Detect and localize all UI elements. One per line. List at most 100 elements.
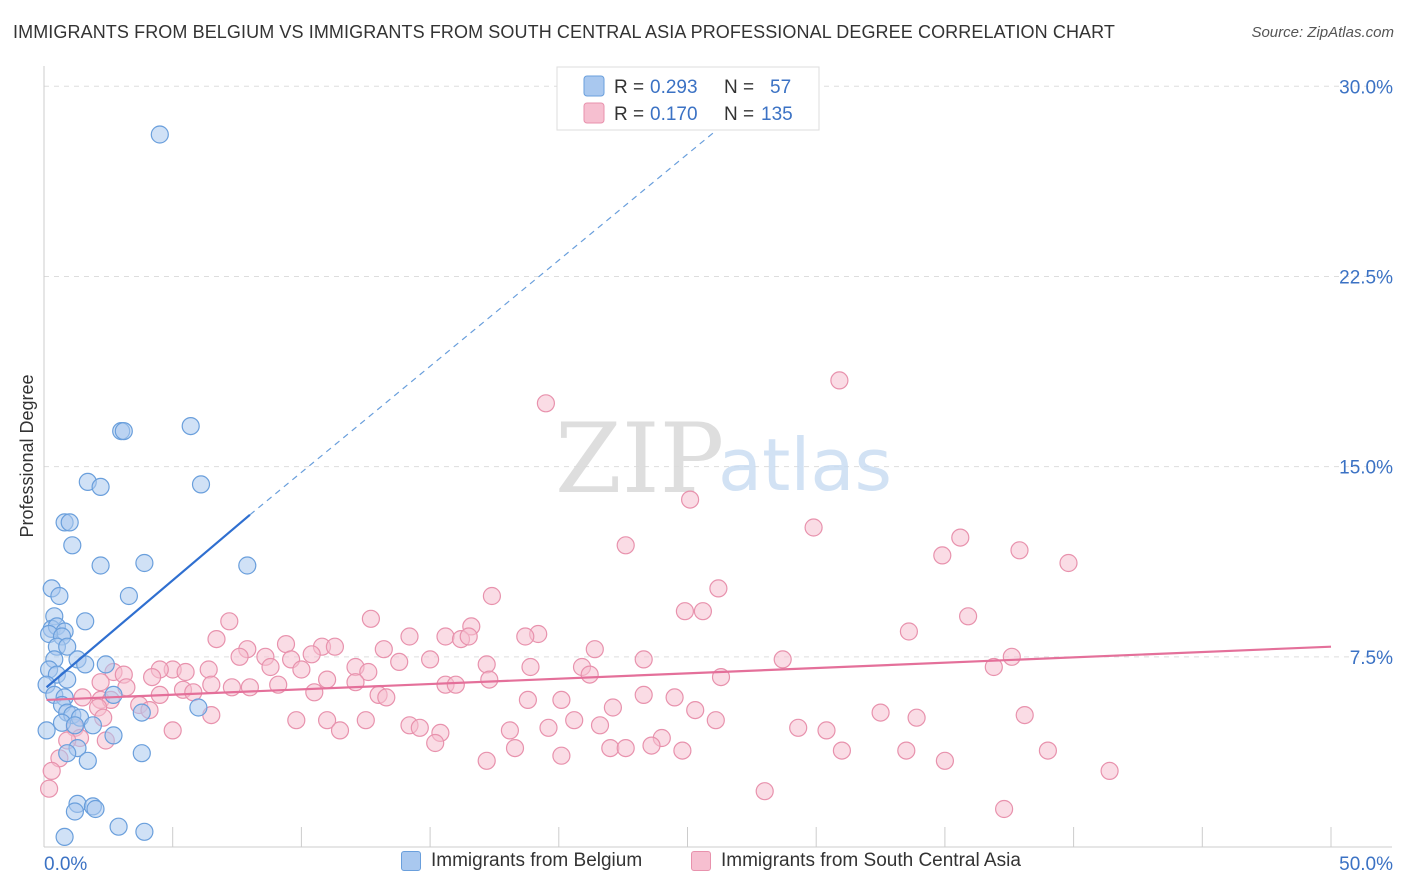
point-belgium-8: [60, 513, 79, 532]
point-belgium-6: [91, 477, 110, 496]
point-south-central-asia-31: [302, 645, 321, 664]
point-south-central-asia-19: [516, 627, 535, 646]
point-south-central-asia-81: [665, 688, 684, 707]
point-south-central-asia-100: [817, 721, 836, 740]
point-south-central-asia-11: [675, 602, 695, 621]
point-south-central-asia-118: [552, 746, 571, 765]
point-south-central-asia-91: [356, 711, 375, 730]
point-south-central-asia-8: [616, 536, 635, 555]
point-belgium-0: [150, 125, 169, 144]
point-belgium-28: [96, 655, 115, 674]
point-south-central-asia-36: [421, 650, 440, 669]
point-south-central-asia-29: [585, 640, 604, 659]
point-south-central-asia-73: [377, 688, 396, 707]
point-south-central-asia-1: [536, 394, 556, 413]
point-belgium-12: [238, 556, 257, 575]
point-south-central-asia-3: [804, 518, 823, 537]
point-belgium-57: [55, 827, 74, 847]
point-south-central-asia-92: [565, 711, 584, 730]
tick-labels: 7.5% 15.0% 22.5% 30.0% 0.0% 50.0%: [44, 77, 1393, 875]
legend-label-belgium: Immigrants from Belgium: [431, 850, 643, 871]
legend-n-value-1: 57: [770, 77, 791, 98]
point-south-central-asia-27: [325, 637, 344, 656]
legend-bottom: Immigrants from Belgium Immigrants from …: [0, 850, 1406, 880]
point-south-central-asia-115: [897, 741, 916, 760]
point-belgium-11: [135, 553, 154, 573]
point-south-central-asia-120: [477, 751, 496, 770]
point-south-central-asia-10: [482, 586, 501, 606]
point-belgium-49: [58, 744, 77, 763]
point-south-central-asia-44: [261, 657, 280, 677]
point-south-central-asia-9: [709, 579, 728, 598]
point-south-central-asia-65: [269, 675, 288, 694]
point-south-central-asia-49: [176, 662, 195, 682]
point-south-central-asia-45: [292, 660, 311, 679]
point-south-central-asia-56: [580, 665, 599, 684]
point-south-central-asia-114: [832, 741, 852, 760]
legend-r-label-1: R =: [614, 77, 644, 98]
point-south-central-asia-101: [163, 721, 182, 740]
trend-line-belgium: [45, 513, 251, 689]
trend-lines: [45, 111, 1332, 702]
y-tick-label-1: 15.0%: [1339, 458, 1393, 479]
point-south-central-asia-2: [680, 490, 700, 509]
point-south-central-asia-57: [318, 670, 337, 689]
point-belgium-44: [83, 716, 103, 735]
point-south-central-asia-22: [436, 627, 455, 646]
point-belgium-15: [119, 586, 138, 606]
point-south-central-asia-32: [230, 647, 249, 666]
point-south-central-asia-66: [91, 673, 110, 692]
x-tick-label-1: 50.0%: [1339, 854, 1393, 875]
point-belgium-24: [58, 637, 77, 656]
point-south-central-asia-96: [410, 718, 429, 737]
point-south-central-asia-40: [521, 657, 540, 677]
point-south-central-asia-79: [552, 690, 571, 710]
y-axis-label: Professional Degree: [17, 374, 37, 537]
point-south-central-asia-61: [480, 670, 499, 689]
point-south-central-asia-12: [693, 602, 713, 621]
point-south-central-asia-123: [1100, 761, 1119, 781]
point-south-central-asia-82: [603, 698, 623, 717]
point-south-central-asia-39: [477, 655, 496, 674]
point-south-central-asia-119: [935, 751, 955, 770]
point-south-central-asia-122: [42, 761, 61, 781]
point-south-central-asia-21: [400, 627, 419, 646]
point-south-central-asia-78: [518, 690, 538, 710]
point-south-central-asia-94: [706, 711, 725, 730]
chart-title: IMMIGRANTS FROM BELGIUM VS IMMIGRANTS FR…: [13, 22, 1116, 42]
point-south-central-asia-110: [642, 736, 661, 755]
legend-label-south-central-asia: Immigrants from South Central Asia: [721, 850, 1021, 871]
watermark-atlas: atlas: [718, 423, 892, 507]
point-south-central-asia-80: [634, 685, 653, 705]
point-south-central-asia-6: [933, 546, 952, 565]
point-south-central-asia-42: [634, 650, 653, 669]
point-south-central-asia-124: [755, 782, 774, 801]
point-belgium-50: [78, 751, 97, 770]
point-south-central-asia-116: [1038, 741, 1058, 760]
point-south-central-asia-93: [590, 716, 610, 735]
trend-line-south-central-asia: [46, 645, 1332, 702]
legend-item-south-central-asia[interactable]: Immigrants from South Central Asia: [691, 850, 1021, 872]
legend-item-belgium[interactable]: Immigrants from Belgium: [401, 850, 642, 872]
legend-swatch-belgium: [583, 75, 605, 97]
point-south-central-asia-13: [361, 609, 380, 628]
point-south-central-asia-20: [207, 629, 226, 649]
point-south-central-asia-84: [871, 703, 890, 722]
point-south-central-asia-83: [686, 700, 705, 720]
point-south-central-asia-126: [994, 799, 1014, 819]
legend-swatch-south-central-asia: [691, 851, 711, 871]
point-south-central-asia-47: [359, 662, 378, 682]
point-south-central-asia-71: [305, 683, 324, 702]
point-south-central-asia-125: [39, 779, 59, 798]
point-south-central-asia-17: [899, 622, 919, 641]
point-belgium-35: [104, 685, 123, 705]
point-belgium-40: [132, 703, 151, 722]
legend-r-value-1: 0.293: [650, 77, 698, 98]
point-south-central-asia-7: [1059, 553, 1078, 573]
x-tick-label-0: 0.0%: [44, 854, 87, 875]
y-tick-label-2: 22.5%: [1339, 267, 1393, 288]
point-south-central-asia-90: [318, 711, 337, 730]
point-south-central-asia-62: [202, 675, 221, 694]
y-tick-label-3: 30.0%: [1339, 77, 1393, 98]
point-south-central-asia-113: [616, 738, 635, 758]
